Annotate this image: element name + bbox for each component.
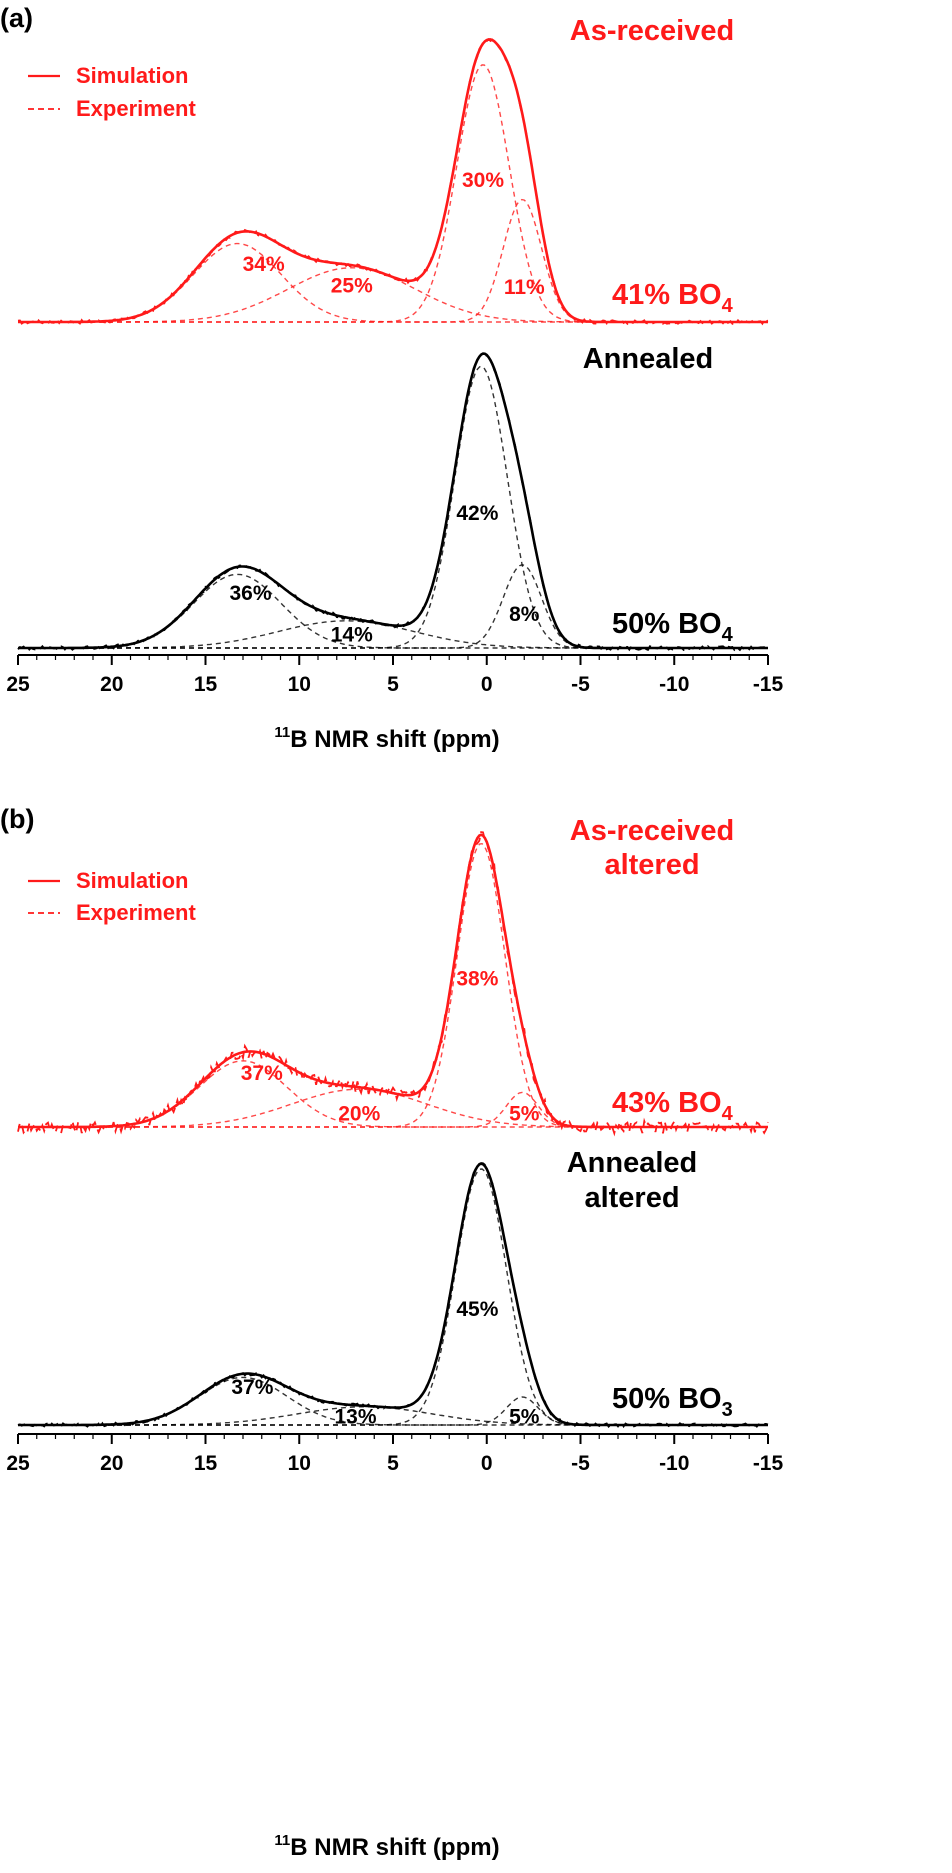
component-label: 20% [338,1103,380,1126]
component-curve [18,365,768,649]
bo-fraction-label: 50% BO4 [612,608,734,646]
x-axis: 25 20 15 10 5 0 -5 -10 -15 11B NMR shift (ppm) [6,1433,784,1861]
legend-simulation-label: Simulation [76,63,188,88]
bo-fraction-label: 50% BO3 [612,1383,733,1421]
x-tick-label: -5 [571,1452,590,1475]
component-label: 45% [456,1298,498,1321]
x-tick-label: -5 [571,673,590,696]
x-tick-label: 25 [6,1452,30,1475]
simulation-curve [18,1162,768,1427]
x-tick-label: 0 [481,673,493,696]
x-tick-label: 25 [6,673,30,696]
x-tick-label: -15 [753,1452,784,1475]
spectrum-title: As-received [570,15,734,47]
component-label: 5% [509,1406,540,1429]
x-tick-label: 5 [387,673,399,696]
component-label: 37% [241,1062,283,1085]
spectrum-as-received: 34% 25% 30% 11% As-received 41% BO4 [17,15,769,326]
simulation-curve [18,833,768,1129]
spectrum-annealed: 36% 14% 42% 8% Annealed 50% BO4 [17,343,769,652]
bo-fraction-label: 41% BO4 [612,279,734,317]
x-tick-label: 10 [288,673,311,696]
x-tick-label: 15 [194,1452,218,1475]
panel-a: (a) 34% 25% 30% 11% As-received 41% BO4 36% 14% 4… [0,3,783,753]
panel-label: (b) [0,804,34,834]
x-axis: 25 20 15 10 5 0 -5 -10 -15 11B NMR shift (ppm) [6,654,784,753]
spectrum-title: Annealed [583,343,714,375]
simulation-curve [18,38,768,324]
bo-fraction-label: 43% BO4 [612,1087,734,1125]
x-tick-label: -10 [659,1452,689,1475]
x-tick-label: 10 [288,1452,311,1475]
x-tick-label: 15 [194,673,218,696]
legend: Simulation Experiment [28,868,196,925]
component-label: 30% [462,169,504,192]
legend-simulation-label: Simulation [76,868,188,893]
legend-experiment-label: Experiment [76,900,196,925]
component-label: 38% [456,967,498,990]
x-tick-label: -15 [753,673,784,696]
x-tick-label: 20 [100,1452,123,1475]
spectrum-title: As-received [570,815,734,847]
component-label: 42% [456,502,498,525]
component-label: 13% [334,1406,376,1429]
x-axis-title: 11B NMR shift (ppm) [274,1832,499,1861]
x-tick-label: 0 [481,1452,493,1475]
spectrum-title: Annealed [567,1147,698,1179]
spectrum-title: altered [604,849,699,881]
component-label: 36% [229,582,271,605]
component-label: 34% [243,253,285,276]
component-label: 14% [331,624,373,647]
x-axis-title: 11B NMR shift (ppm) [274,724,499,753]
legend: Simulation Experiment [28,63,196,121]
component-label: 37% [231,1376,273,1399]
component-label: 5% [509,1103,540,1126]
component-curve [18,1376,768,1426]
component-label: 11% [504,276,545,299]
simulation-curve [18,352,768,650]
spectrum-title: altered [584,1182,679,1214]
panel-label: (a) [0,3,33,33]
x-tick-label: 5 [387,1452,399,1475]
x-tick-label: -10 [659,673,689,696]
component-label: 25% [331,275,373,298]
x-tick-label: 20 [100,673,123,696]
legend-experiment-label: Experiment [76,96,196,121]
component-label: 8% [509,603,540,626]
experiment-curve [17,351,769,652]
component-curve [18,1060,768,1128]
